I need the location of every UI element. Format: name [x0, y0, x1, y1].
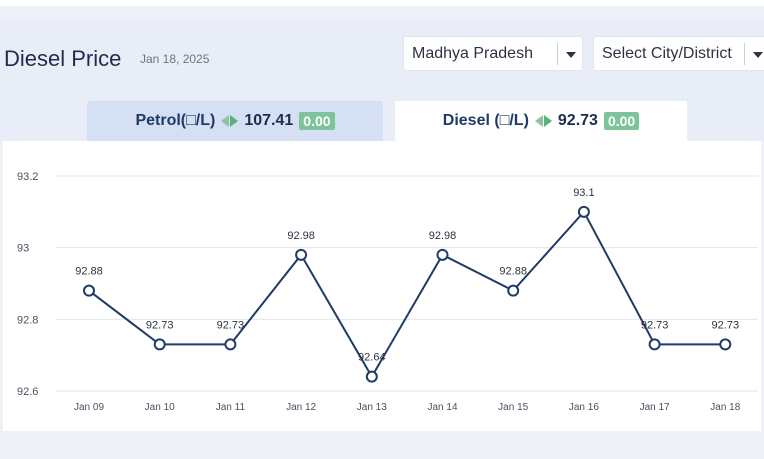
city-select[interactable]: Select City/District	[593, 36, 764, 71]
left-right-arrow-icon	[221, 115, 239, 127]
x-tick-label: Jan 18	[710, 402, 740, 413]
chart-panel: 92.6 92.8 93 93.2 Jan 09 Jan 10 Jan 11 Jan 12 Ja…	[3, 141, 761, 431]
data-label: 92.73	[641, 319, 669, 331]
y-tick-label: 93.2	[17, 171, 38, 183]
chevron-down-icon[interactable]	[753, 52, 763, 58]
price-date: Jan 18, 2025	[140, 52, 210, 66]
petrol-price: 107.41	[244, 112, 294, 129]
page-title: Diesel Price	[4, 46, 122, 71]
data-point	[295, 248, 308, 261]
tab-diesel[interactable]: Diesel (□/L) 92.73 0.00	[395, 101, 687, 141]
data-label: 93.1	[573, 187, 594, 199]
y-tick-label: 93	[17, 243, 29, 255]
tab-petrol[interactable]: Petrol(□/L) 107.41 0.00	[87, 101, 383, 141]
y-tick-label: 92.6	[17, 386, 38, 398]
data-point	[436, 248, 449, 261]
data-point	[224, 338, 237, 351]
select-divider	[744, 43, 745, 65]
x-tick-label: Jan 17	[640, 402, 670, 413]
data-point	[648, 338, 661, 351]
data-label: 92.73	[217, 319, 245, 331]
chevron-down-icon[interactable]	[566, 52, 576, 58]
data-point	[153, 338, 166, 351]
x-tick-label: Jan 12	[286, 402, 316, 413]
city-select-value: Select City/District	[602, 45, 732, 62]
data-point	[719, 338, 732, 351]
data-label: 92.98	[429, 230, 457, 242]
diesel-change-badge: 0.00	[603, 112, 640, 130]
diesel-price: 92.73	[557, 112, 598, 129]
data-point	[365, 370, 378, 383]
data-point	[83, 284, 95, 297]
select-divider	[557, 43, 558, 65]
data-point	[577, 205, 590, 218]
x-tick-label: Jan 16	[569, 402, 599, 413]
top-strip	[0, 0, 764, 6]
series-line	[88, 210, 726, 379]
data-label: 92.88	[75, 266, 103, 278]
tab-diesel-label: Diesel (□/L)	[442, 112, 529, 129]
petrol-change-badge: 0.00	[299, 112, 335, 130]
x-tick-label: Jan 13	[357, 402, 387, 413]
tab-petrol-label: Petrol(□/L)	[135, 112, 216, 129]
y-tick-label: 92.8	[17, 314, 38, 326]
data-point	[507, 284, 520, 297]
x-tick-label: Jan 09	[74, 402, 104, 413]
x-tick-label: Jan 11	[216, 402, 246, 413]
x-tick-label: Jan 14	[427, 402, 457, 413]
data-label: 92.73	[146, 319, 174, 331]
x-tick-label: Jan 10	[145, 402, 175, 413]
data-label: 92.73	[712, 319, 740, 331]
diesel-price-line-chart: 92.6 92.8 93 93.2 Jan 09 Jan 10 Jan 11 Jan 12 Ja…	[17, 171, 758, 413]
left-right-arrow-icon	[534, 115, 552, 127]
state-select[interactable]: Madhya Pradesh	[403, 36, 583, 71]
data-label: 92.98	[287, 230, 315, 242]
data-label: 92.64	[358, 352, 386, 364]
x-tick-label: Jan 15	[498, 402, 528, 413]
data-label: 92.88	[499, 266, 527, 278]
state-select-value: Madhya Pradesh	[412, 45, 533, 62]
footer-strip	[0, 431, 764, 459]
